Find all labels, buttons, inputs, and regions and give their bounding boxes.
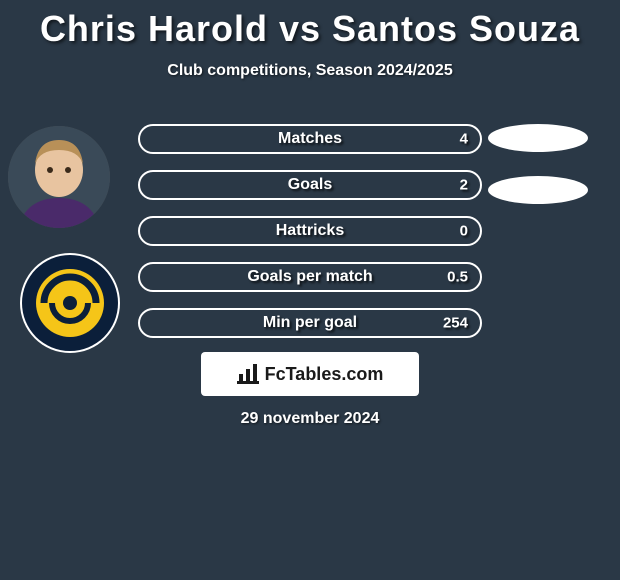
site-badge[interactable]: FcTables.com xyxy=(201,352,419,396)
player-right-placeholder-1 xyxy=(488,124,588,152)
stat-row-goals-per-match: Goals per match 0.5 xyxy=(138,262,482,292)
stat-label: Hattricks xyxy=(276,222,344,240)
stat-value-left: 4 xyxy=(460,131,468,148)
player-placeholder-svg xyxy=(8,126,110,228)
bar-chart-icon xyxy=(237,364,259,384)
date-line: 29 november 2024 xyxy=(0,410,620,428)
club-badge-left xyxy=(20,253,120,353)
stat-label: Goals xyxy=(288,176,332,194)
stat-row-min-per-goal: Min per goal 254 xyxy=(138,308,482,338)
player-right-placeholder-2 xyxy=(488,176,588,204)
site-badge-text: FcTables.com xyxy=(265,364,384,385)
page-title: Chris Harold vs Santos Souza xyxy=(0,0,620,50)
stat-value-left: 0.5 xyxy=(447,269,468,286)
stat-value-left: 0 xyxy=(460,223,468,240)
stat-value-left: 2 xyxy=(460,177,468,194)
stats-panel: Matches 4 Goals 2 Hattricks 0 Goals per … xyxy=(138,124,482,354)
stat-row-hattricks: Hattricks 0 xyxy=(138,216,482,246)
stat-row-matches: Matches 4 xyxy=(138,124,482,154)
stat-row-goals: Goals 2 xyxy=(138,170,482,200)
stat-label: Goals per match xyxy=(247,268,372,286)
stat-label: Matches xyxy=(278,130,342,148)
player-left-photo xyxy=(8,126,110,228)
stat-value-left: 254 xyxy=(443,315,468,332)
club-badge-svg xyxy=(20,253,120,353)
stat-label: Min per goal xyxy=(263,314,357,332)
subtitle: Club competitions, Season 2024/2025 xyxy=(0,62,620,80)
